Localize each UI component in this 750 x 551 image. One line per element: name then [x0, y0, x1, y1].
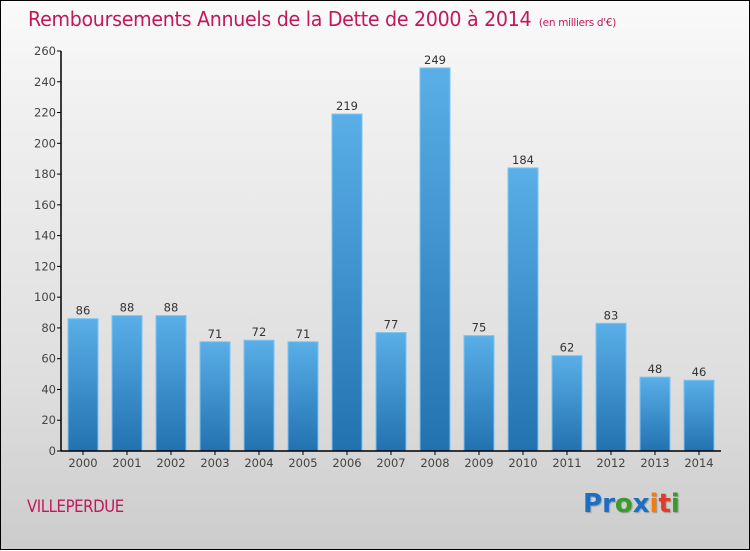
x-tick-label-2002: 2002: [156, 456, 185, 470]
y-tick-label-240: 240: [34, 75, 56, 89]
logo-letter: x: [632, 489, 650, 519]
x-tick-label-2001: 2001: [112, 456, 141, 470]
data-label-2011: 62: [560, 341, 575, 355]
bar-2001: [111, 315, 143, 452]
logo-letter: r: [602, 489, 615, 519]
bar-2010: [507, 167, 539, 452]
data-label-2005: 71: [296, 327, 311, 341]
x-tick-label-2010: 2010: [508, 456, 537, 470]
x-tick-label-2011: 2011: [552, 456, 581, 470]
y-tick-label-0: 0: [49, 444, 56, 458]
data-label-2010: 184: [512, 153, 534, 167]
bar-2007: [375, 332, 407, 452]
chart-title: Remboursements Annuels de la Dette de 20…: [28, 7, 616, 31]
bar-2006: [331, 113, 363, 452]
logo-letter: i: [670, 489, 680, 519]
y-tick-label-140: 140: [34, 229, 56, 243]
x-tick-label-2009: 2009: [464, 456, 493, 470]
bar-2008: [419, 67, 451, 452]
x-tick-label-2013: 2013: [640, 456, 669, 470]
chart-subtitle: (en milliers d'€): [538, 16, 617, 29]
data-label-2013: 48: [648, 362, 663, 376]
y-tick-label-200: 200: [34, 136, 56, 150]
logo-letter: o: [614, 489, 633, 519]
y-tick-label-80: 80: [41, 321, 56, 335]
y-tick-label-120: 120: [34, 259, 56, 273]
city-name: VILLEPERDUE: [27, 497, 124, 517]
data-label-2006: 219: [336, 99, 358, 113]
data-label-2004: 72: [252, 325, 267, 339]
x-tick-label-2004: 2004: [244, 456, 273, 470]
data-label-2001: 88: [120, 301, 135, 315]
y-tick-label-180: 180: [34, 167, 56, 181]
data-label-2012: 83: [604, 308, 619, 322]
bars-group: 86 88 88 71 72 71 219 77 249 75 184 62 83 48 46: [67, 53, 715, 452]
axes-group: 2000 2001 2002 2003 2004 2005 2006 2007 2008 2009…: [34, 44, 721, 470]
bar-2011: [551, 355, 583, 452]
bar-2014: [683, 379, 715, 452]
x-tick-label-2000: 2000: [68, 456, 97, 470]
data-label-2009: 75: [472, 321, 487, 335]
y-tick-label-160: 160: [34, 198, 56, 212]
x-tick-label-2003: 2003: [200, 456, 229, 470]
y-tick-label-60: 60: [41, 352, 56, 366]
bar-2009: [463, 335, 495, 452]
logo-letter: t: [658, 489, 671, 519]
x-tick-label-2012: 2012: [596, 456, 625, 470]
logo-letter: i: [649, 489, 659, 519]
data-label-2008: 249: [424, 53, 446, 67]
bar-2003: [199, 341, 231, 452]
bar-2002: [155, 315, 187, 452]
data-label-2014: 46: [692, 365, 707, 379]
y-tick-label-220: 220: [34, 106, 56, 120]
x-tick-label-2006: 2006: [332, 456, 361, 470]
bar-2012: [595, 322, 627, 452]
bar-2000: [67, 318, 99, 452]
y-tick-label-100: 100: [34, 290, 56, 304]
x-tick-label-2007: 2007: [376, 456, 405, 470]
x-tick-label-2005: 2005: [288, 456, 317, 470]
bar-2005: [287, 341, 319, 452]
data-label-2002: 88: [164, 301, 179, 315]
data-label-2000: 86: [76, 304, 91, 318]
data-label-2007: 77: [384, 318, 399, 332]
bar-2013: [639, 376, 671, 452]
proxiti-logo: Proxiti: [583, 489, 680, 519]
bar-2004: [243, 339, 275, 452]
data-label-2003: 71: [208, 327, 223, 341]
x-tick-label-2008: 2008: [420, 456, 449, 470]
logo-letter: P: [583, 489, 603, 519]
y-tick-label-260: 260: [34, 44, 56, 58]
y-tick-label-40: 40: [41, 382, 56, 396]
y-tick-label-20: 20: [41, 413, 56, 427]
x-tick-label-2014: 2014: [684, 456, 713, 470]
chart-title-text: Remboursements Annuels de la Dette de 20…: [28, 7, 532, 31]
